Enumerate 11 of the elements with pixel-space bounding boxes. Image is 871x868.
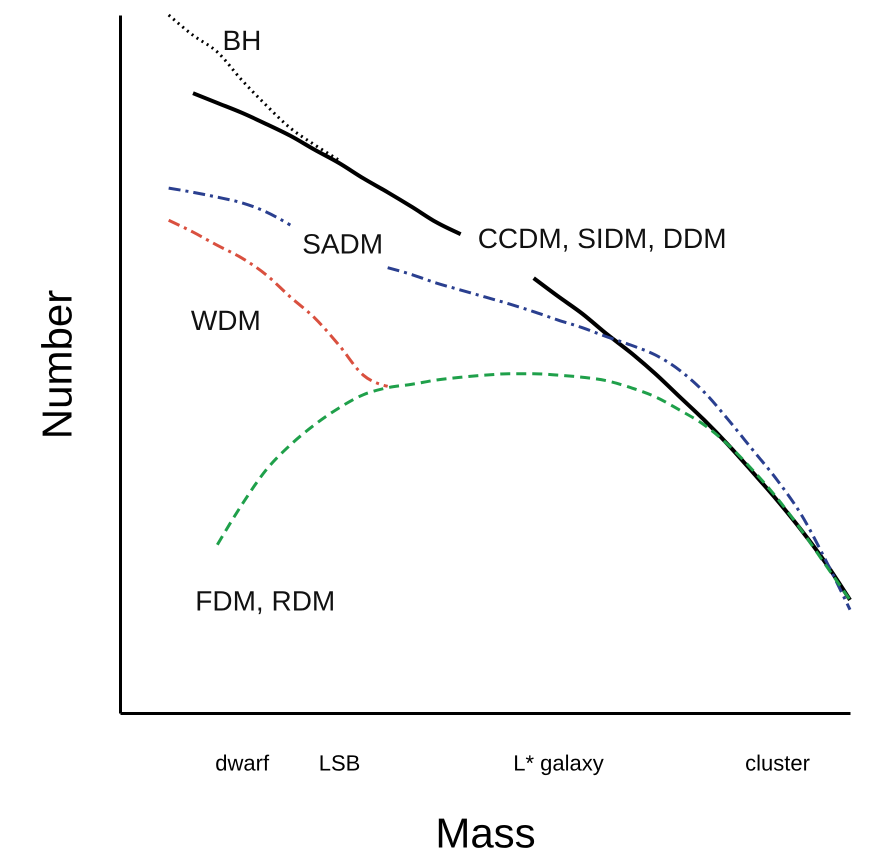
series-label: CCDM, SIDM, DDM [478, 222, 727, 254]
series-label: FDM, RDM [195, 586, 336, 617]
y-axis-title: Number [34, 290, 80, 440]
x-tick-label: L* galaxy [513, 750, 604, 776]
x-axis-title: Mass [435, 810, 536, 856]
x-tick-label: cluster [745, 750, 810, 776]
series-label: SADM [302, 228, 384, 260]
series-label: BH [222, 25, 262, 56]
series-label: WDM [190, 305, 261, 336]
x-tick-label: dwarf [215, 750, 270, 776]
x-tick-label: LSB [318, 750, 360, 776]
